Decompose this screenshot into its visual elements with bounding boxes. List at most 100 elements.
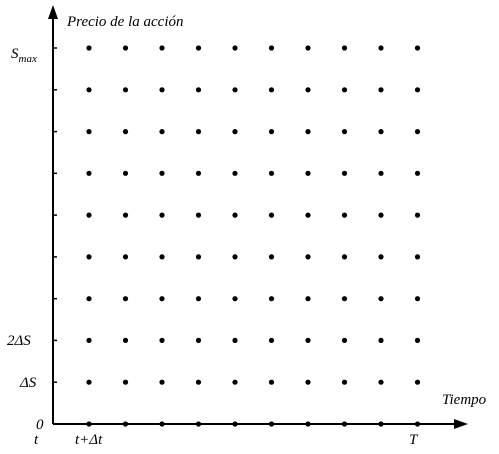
grid-node <box>414 212 421 218</box>
grid-node <box>378 296 384 302</box>
grid-node <box>195 87 202 93</box>
y-label-s-max: Smax <box>11 46 37 65</box>
grid-node <box>122 212 129 218</box>
grid-node <box>378 129 384 135</box>
grid-node <box>305 337 311 343</box>
y-axis-title: Precio de la acción <box>66 14 183 30</box>
grid-node <box>122 129 129 135</box>
grid-node <box>195 379 202 385</box>
grid-node <box>305 170 311 176</box>
grid-node <box>159 379 165 385</box>
axis-node <box>378 421 384 427</box>
grid-node <box>378 254 384 260</box>
y-label-2-delta-s: 2ΔS <box>7 333 31 349</box>
axis-node <box>195 421 202 427</box>
grid-node <box>232 170 238 176</box>
grid-node <box>341 379 348 385</box>
grid-node <box>232 129 238 135</box>
grid-node <box>159 129 165 135</box>
grid-node <box>232 212 238 218</box>
grid-node <box>159 296 165 302</box>
grid-node <box>378 45 384 51</box>
grid-node <box>159 45 165 51</box>
grid-node <box>341 296 348 302</box>
grid-node <box>414 170 421 176</box>
x-label-t-plus-dt: t+Δt <box>75 432 103 448</box>
grid-node <box>159 337 165 343</box>
grid-node <box>305 212 311 218</box>
axis-node <box>232 421 238 427</box>
grid-node <box>378 170 384 176</box>
grid-node <box>305 87 311 93</box>
grid-node <box>268 170 275 176</box>
grid-node <box>86 379 92 385</box>
grid-node <box>268 296 275 302</box>
axis-node <box>341 421 348 427</box>
grid-node <box>414 379 421 385</box>
grid-node <box>195 212 202 218</box>
grid-node <box>305 254 311 260</box>
x-axis-title: Tiempo <box>442 392 487 408</box>
grid-node <box>341 212 348 218</box>
grid-node <box>268 129 275 135</box>
grid-node <box>378 87 384 93</box>
grid-node <box>378 337 384 343</box>
grid-node <box>86 337 92 343</box>
grid-node <box>122 170 129 176</box>
grid-node <box>195 45 202 51</box>
s-max-subscript: max <box>19 53 37 65</box>
grid-node <box>86 212 92 218</box>
grid-node <box>232 87 238 93</box>
grid-node <box>232 337 238 343</box>
grid-node <box>86 129 92 135</box>
grid-node <box>122 87 129 93</box>
grid-node <box>195 337 202 343</box>
grid-node <box>414 45 421 51</box>
grid-node <box>232 45 238 51</box>
grid-node <box>195 296 202 302</box>
grid-node <box>232 254 238 260</box>
grid-node <box>305 129 311 135</box>
grid-node <box>341 129 348 135</box>
s-max-main: S <box>11 46 19 62</box>
grid-node <box>305 45 311 51</box>
y-axis-ticks <box>53 47 57 383</box>
grid-node <box>414 87 421 93</box>
grid-nodes <box>86 45 421 427</box>
axis-node <box>268 421 275 427</box>
grid-node <box>122 254 129 260</box>
x-label-t: t <box>34 432 39 448</box>
grid-node <box>341 87 348 93</box>
grid-node <box>159 212 165 218</box>
grid-node <box>268 45 275 51</box>
x-label-T: T <box>409 432 419 448</box>
grid-node <box>122 296 129 302</box>
grid-node <box>86 296 92 302</box>
grid-node <box>159 87 165 93</box>
grid-node <box>195 170 202 176</box>
x-axis-arrowhead <box>454 419 468 429</box>
grid-node <box>341 254 348 260</box>
axis-node <box>122 421 129 427</box>
grid-node <box>378 379 384 385</box>
grid-node <box>305 379 311 385</box>
grid-node <box>268 87 275 93</box>
grid-node <box>268 379 275 385</box>
grid-node <box>414 254 421 260</box>
grid-node <box>341 170 348 176</box>
grid-node <box>122 379 129 385</box>
grid-node <box>414 129 421 135</box>
grid-node <box>86 45 92 51</box>
grid-node <box>268 254 275 260</box>
axis-node <box>414 421 421 427</box>
grid-node <box>268 337 275 343</box>
grid-node <box>86 254 92 260</box>
grid-node <box>159 254 165 260</box>
grid-node <box>122 337 129 343</box>
grid-node <box>341 337 348 343</box>
grid-node <box>195 129 202 135</box>
grid-node <box>268 212 275 218</box>
grid-node <box>232 379 238 385</box>
